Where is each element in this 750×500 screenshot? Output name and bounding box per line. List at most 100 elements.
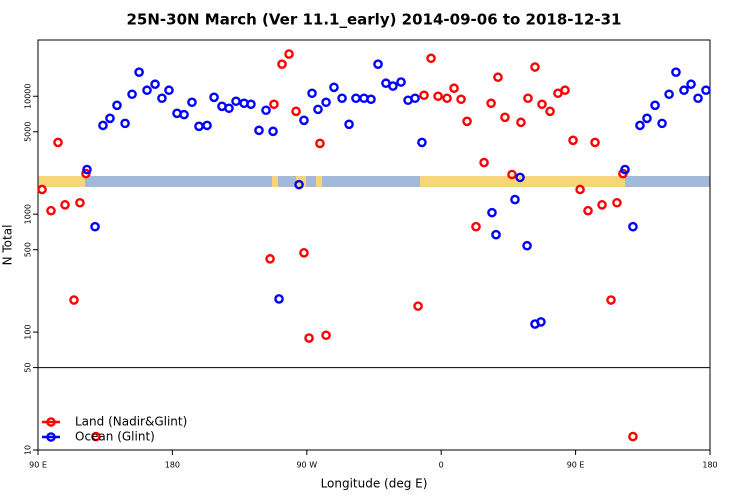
point — [164, 85, 174, 96]
point — [157, 93, 167, 104]
point — [37, 184, 47, 195]
legend-label: Land (Nadir&Glint) — [75, 415, 187, 429]
point — [91, 431, 101, 442]
point — [98, 120, 108, 131]
land-band — [38, 176, 85, 187]
x-tick-label: 90 E — [29, 461, 47, 470]
point — [642, 113, 652, 124]
point — [536, 317, 546, 327]
point — [396, 77, 406, 87]
point — [516, 117, 526, 128]
point — [657, 118, 667, 129]
x-tick-label: 90 W — [296, 461, 317, 470]
point — [664, 89, 674, 100]
point — [294, 179, 304, 190]
y-tick-label: 10000 — [24, 84, 33, 109]
x-tick-label: 0 — [439, 461, 444, 470]
point — [337, 93, 347, 104]
point — [209, 92, 219, 103]
point — [701, 85, 711, 96]
point — [299, 115, 309, 126]
point — [545, 106, 555, 117]
point — [671, 67, 681, 77]
y-tick-label: 5000 — [24, 122, 33, 142]
point — [254, 125, 264, 136]
point — [515, 172, 525, 183]
point — [299, 248, 309, 258]
point — [373, 59, 383, 70]
surface-band — [38, 176, 710, 187]
point — [487, 207, 497, 218]
point — [105, 113, 115, 124]
point — [194, 121, 204, 132]
point — [635, 120, 645, 131]
y-tick-label: 10 — [24, 445, 33, 455]
point — [179, 109, 189, 120]
point — [224, 103, 234, 114]
point — [277, 59, 287, 70]
point — [523, 93, 533, 104]
point — [202, 120, 212, 131]
point — [449, 83, 459, 94]
point — [291, 106, 301, 117]
point — [321, 97, 331, 108]
point — [679, 85, 689, 96]
point — [628, 431, 638, 442]
point — [344, 119, 354, 130]
point — [693, 93, 703, 104]
point — [315, 138, 325, 149]
point — [612, 197, 622, 208]
point — [69, 295, 79, 305]
y-tick-label: 1000 — [24, 204, 33, 224]
point — [650, 100, 660, 111]
point — [491, 229, 501, 240]
point — [75, 197, 85, 208]
point — [606, 295, 616, 305]
y-tick-label: 50 — [24, 362, 33, 372]
point — [112, 100, 122, 111]
point — [686, 79, 696, 90]
point — [493, 72, 503, 83]
point — [46, 205, 56, 216]
x-tick-label: 180 — [702, 461, 717, 470]
legend-label: Ocean (Glint) — [75, 430, 155, 444]
point — [507, 169, 517, 180]
point — [329, 82, 339, 93]
point — [231, 96, 241, 107]
point — [388, 81, 398, 91]
land-band — [316, 176, 322, 187]
point — [60, 200, 70, 210]
point — [307, 88, 317, 99]
point — [500, 112, 510, 123]
point — [268, 126, 278, 137]
point — [304, 333, 314, 343]
point — [568, 135, 578, 146]
point — [575, 184, 585, 195]
point — [456, 94, 466, 105]
chart-title: 25N-30N March (Ver 11.1_early) 2014-09-0… — [127, 11, 622, 29]
point — [410, 93, 420, 104]
point — [462, 116, 472, 127]
x-tick-label: 180 — [165, 461, 180, 470]
point — [530, 62, 540, 72]
point — [413, 301, 423, 311]
point — [351, 93, 361, 104]
point — [187, 97, 197, 108]
point — [82, 164, 92, 175]
point — [284, 49, 294, 59]
point — [274, 294, 284, 304]
y-tick-label: 500 — [24, 242, 33, 257]
point — [537, 99, 547, 110]
plot-frame — [37, 39, 711, 451]
point — [366, 94, 376, 105]
point — [53, 137, 63, 148]
point — [471, 221, 481, 232]
point — [433, 91, 443, 102]
point — [120, 118, 130, 129]
point — [127, 89, 137, 100]
y-axis-label: N Total — [1, 225, 15, 266]
point — [134, 67, 144, 77]
point — [246, 99, 256, 110]
point — [442, 93, 452, 104]
x-axis-label: Longitude (deg E) — [321, 477, 428, 491]
